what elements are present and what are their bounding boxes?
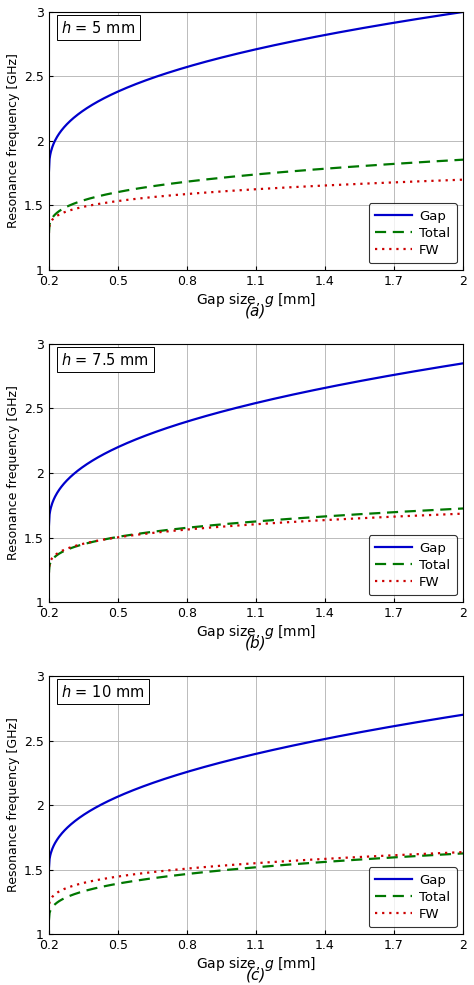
Line: FW: FW [49, 852, 463, 911]
Total [290, 513, 296, 525]
Gap [46, 521, 52, 533]
X-axis label: Gap size, $g$ [mm]: Gap size, $g$ [mm] [196, 291, 316, 308]
Total [233, 863, 239, 875]
Total [119, 530, 125, 542]
Legend: Gap, Total, FW: Gap, Total, FW [369, 536, 456, 595]
Total [323, 163, 328, 174]
Total [153, 526, 158, 538]
Line: Total: Total [49, 160, 463, 233]
Total [290, 165, 296, 177]
Gap [153, 776, 158, 788]
Gap [46, 167, 52, 179]
FW [153, 527, 158, 539]
Total [460, 502, 466, 514]
Text: $h$ = 10 mm: $h$ = 10 mm [61, 684, 145, 699]
Gap [46, 864, 52, 876]
Total [119, 185, 125, 197]
Gap [233, 48, 239, 60]
Gap [460, 6, 466, 18]
Line: Gap: Gap [49, 715, 463, 870]
FW [323, 514, 328, 526]
Total [153, 180, 158, 192]
Gap [358, 726, 364, 738]
FW [358, 178, 364, 190]
FW [119, 531, 125, 543]
Y-axis label: Resonance frequency [GHz]: Resonance frequency [GHz] [7, 718, 20, 892]
Gap [323, 382, 328, 394]
FW [46, 905, 52, 917]
Gap [153, 427, 158, 438]
Total [119, 877, 125, 888]
Line: FW: FW [49, 513, 463, 573]
Line: Total: Total [49, 853, 463, 921]
FW [358, 512, 364, 524]
FW [46, 228, 52, 239]
Total [46, 228, 52, 239]
Text: $h$ = 5 mm: $h$ = 5 mm [61, 20, 135, 35]
FW [233, 184, 239, 196]
Text: $h$ = 7.5 mm: $h$ = 7.5 mm [61, 352, 149, 367]
Gap [323, 733, 328, 745]
Total [153, 872, 158, 884]
Gap [358, 375, 364, 387]
Total [290, 858, 296, 870]
FW [290, 855, 296, 867]
Gap [119, 439, 125, 451]
Gap [460, 709, 466, 721]
Total [358, 161, 364, 172]
FW [153, 191, 158, 203]
Y-axis label: Resonance frequency [GHz]: Resonance frequency [GHz] [7, 385, 20, 560]
FW [233, 859, 239, 871]
X-axis label: Gap size, $g$ [mm]: Gap size, $g$ [mm] [196, 623, 316, 640]
Gap [290, 35, 296, 47]
Total [323, 856, 328, 868]
Y-axis label: Resonance frequency [GHz]: Resonance frequency [GHz] [7, 53, 20, 229]
Line: FW: FW [49, 179, 463, 233]
Legend: Gap, Total, FW: Gap, Total, FW [369, 868, 456, 928]
Text: (b): (b) [245, 635, 267, 650]
FW [358, 851, 364, 863]
FW [46, 567, 52, 579]
Gap [153, 71, 158, 83]
FW [323, 853, 328, 865]
Gap [358, 23, 364, 34]
Total [46, 567, 52, 579]
Total [323, 510, 328, 522]
FW [153, 866, 158, 878]
Line: Gap: Gap [49, 363, 463, 527]
Gap [460, 358, 466, 369]
FW [119, 195, 125, 207]
Gap [290, 389, 296, 401]
FW [290, 181, 296, 193]
FW [460, 507, 466, 519]
Total [358, 508, 364, 520]
Text: (c): (c) [246, 967, 266, 983]
Text: (a): (a) [246, 303, 267, 318]
Gap [233, 753, 239, 764]
Total [460, 847, 466, 859]
X-axis label: Gap size, $g$ [mm]: Gap size, $g$ [mm] [196, 954, 316, 973]
Legend: Gap, Total, FW: Gap, Total, FW [369, 203, 456, 263]
Total [358, 854, 364, 866]
FW [460, 173, 466, 185]
Gap [119, 789, 125, 801]
Gap [323, 29, 328, 40]
Gap [290, 740, 296, 752]
Total [460, 154, 466, 165]
FW [460, 846, 466, 858]
Gap [119, 84, 125, 96]
FW [233, 520, 239, 532]
Line: Gap: Gap [49, 12, 463, 173]
Line: Total: Total [49, 508, 463, 573]
FW [290, 516, 296, 528]
Total [46, 915, 52, 927]
Gap [233, 402, 239, 414]
Total [233, 517, 239, 529]
Total [233, 170, 239, 182]
FW [323, 179, 328, 191]
FW [119, 870, 125, 882]
